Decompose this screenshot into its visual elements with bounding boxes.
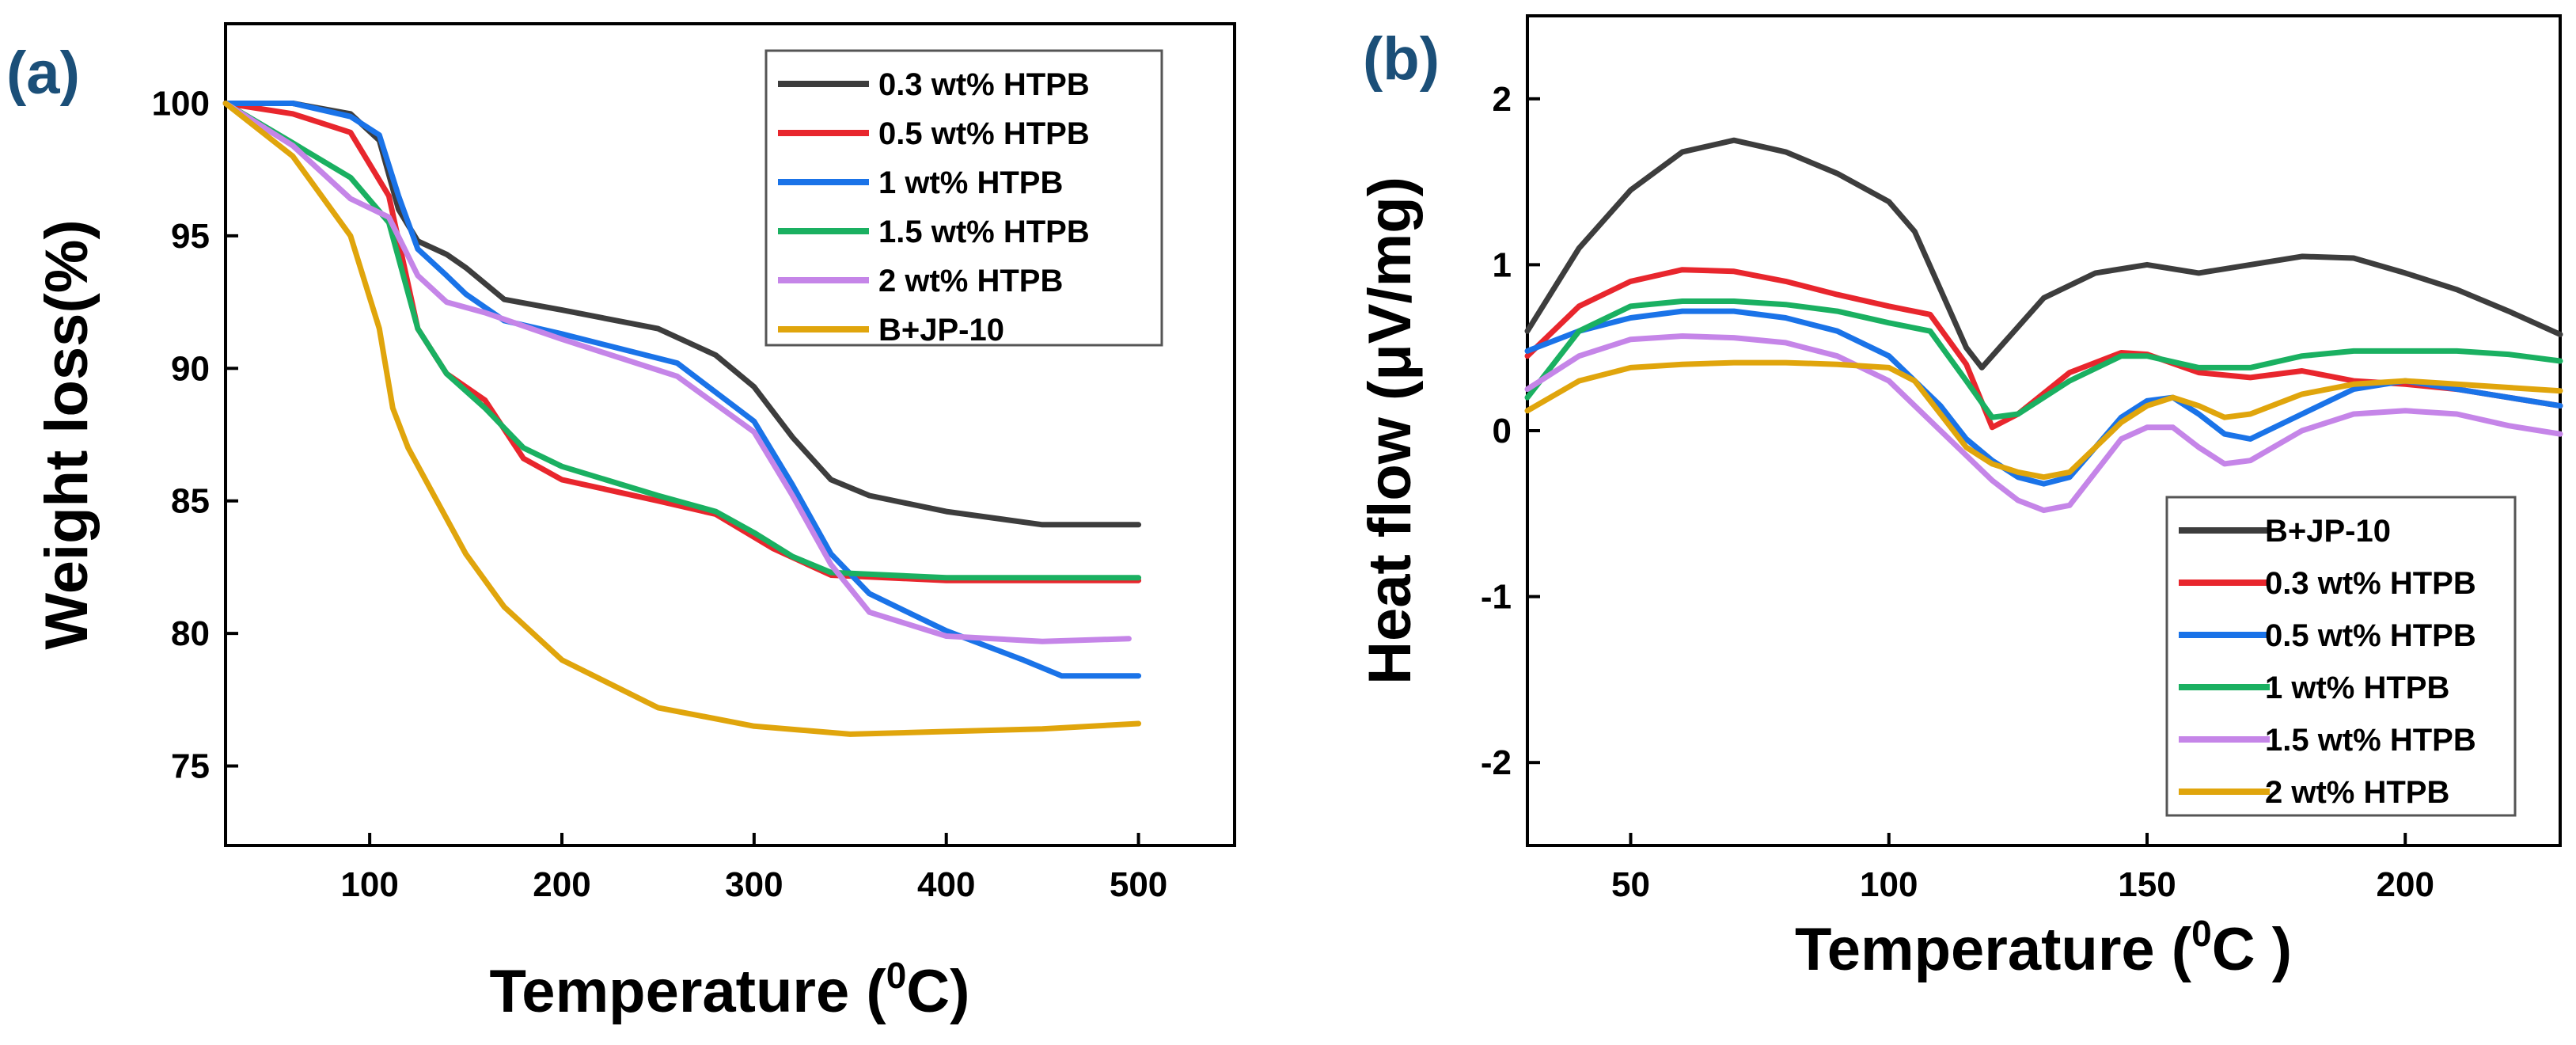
panel-a-legend-label: 0.3 wt% HTPB	[878, 67, 1090, 102]
panel-b-y-tick-label: -1	[1481, 578, 1512, 617]
panel-a-legend-label: 2 wt% HTPB	[878, 264, 1063, 298]
panel-b-series-line	[1524, 298, 2563, 420]
panel-a-series-line	[222, 101, 1142, 737]
panel-a-x-tick-label: 300	[725, 865, 783, 904]
panel-b-x-tick-label: 100	[1860, 865, 1918, 904]
panel-a-label: (a)	[6, 40, 80, 107]
panel-a-legend-label: B+JP-10	[878, 313, 1004, 348]
panel-b-series-line	[1524, 308, 2563, 487]
panel-a-series-line	[222, 101, 1142, 581]
panel-a-plot-frame	[224, 22, 1236, 847]
panel-a-chart: (a) 100 200 300 400 500 75 80 85 90 95 100 Tempera…	[6, 22, 1236, 1025]
panel-b-legend-label: 0.3 wt% HTPB	[2265, 566, 2476, 601]
panel-b-xlabel-end: C )	[2212, 916, 2292, 983]
panel-a-legend-label: 1.5 wt% HTPB	[878, 215, 1090, 249]
panel-a-series-line	[222, 101, 1132, 644]
panel-a-y-tick-label: 75	[171, 747, 210, 786]
panel-b-y-tick-label: 2	[1493, 80, 1512, 119]
panel-a-axis-ticks: 100 200 300 400 500 75 80 85 90 95 100	[152, 84, 1168, 904]
panel-b-x-tick-label: 150	[2118, 865, 2176, 904]
panel-a-x-tick-label: 100	[340, 865, 398, 904]
panel-a-x-tick-label: 500	[1110, 865, 1167, 904]
panel-b-y-tick-label: -2	[1481, 743, 1512, 782]
panel-b-xlabel-main: Temperature (	[1795, 916, 2192, 983]
panel-b-y-tick-label: 1	[1493, 245, 1512, 284]
panel-b-xlabel-sup: 0	[2191, 913, 2212, 954]
panel-b-legend-label: 1 wt% HTPB	[2265, 671, 2449, 705]
panel-a-y-axis-title: Weight loss(%)	[33, 219, 101, 649]
panel-b-x-tick-label: 50	[1611, 865, 1650, 904]
panel-a-legend: 0.3 wt% HTPB 0.5 wt% HTPB 1 wt% HTPB 1.5 wt…	[764, 49, 1163, 348]
panel-b-x-axis-title: Temperature (0C )	[1795, 913, 2292, 983]
panel-a-series-group	[222, 101, 1142, 737]
panel-b-series-line	[1524, 333, 2563, 514]
panel-b-legend-label: 0.5 wt% HTPB	[2265, 618, 2476, 653]
panel-b-legend-label: 1.5 wt% HTPB	[2265, 723, 2476, 758]
panel-b-x-tick-label: 200	[2377, 865, 2434, 904]
panel-a-y-tick-label: 95	[171, 217, 210, 256]
panel-b-legend: B+JP-10 0.3 wt% HTPB 0.5 wt% HTPB 1 wt% HTP…	[2165, 496, 2517, 817]
panel-a-y-tick-label: 80	[171, 614, 210, 653]
panel-b-legend-label: B+JP-10	[2265, 514, 2391, 549]
panel-a-xlabel-main: Temperature (	[490, 958, 887, 1025]
panel-a-y-tick-label: 100	[152, 84, 210, 123]
panel-a-xlabel-end: C)	[906, 958, 969, 1025]
panel-b-y-tick-label: 0	[1493, 412, 1512, 450]
panel-a-x-tick-label: 200	[533, 865, 590, 904]
panel-a-legend-frame	[764, 49, 1163, 347]
panel-b-series-group	[1524, 137, 2563, 514]
panel-a-x-tick-label: 400	[917, 865, 975, 904]
panel-a-x-axis-title: Temperature (0C)	[490, 955, 970, 1025]
panel-b-legend-label: 2 wt% HTPB	[2265, 775, 2449, 810]
panel-a-legend-label: 1 wt% HTPB	[878, 165, 1063, 200]
panel-b-label: (b)	[1363, 25, 1440, 93]
panel-a-y-tick-label: 90	[171, 349, 210, 388]
panel-b-legend-frame	[2165, 496, 2517, 817]
panel-a-series-line	[222, 101, 1142, 679]
panel-a-xlabel-sup: 0	[886, 955, 907, 996]
panel-b-series-line	[1524, 359, 2563, 481]
panel-b-series-line	[1524, 137, 2563, 370]
panel-b-axis-ticks: 50 100 150 200 -2 -1 0 1 2	[1481, 80, 2434, 904]
panel-a-legend-label: 0.5 wt% HTPB	[878, 116, 1090, 151]
panel-b-y-axis-title: Heat flow (μV/mg)	[1356, 177, 1424, 685]
panel-a-y-tick-label: 85	[171, 482, 210, 521]
